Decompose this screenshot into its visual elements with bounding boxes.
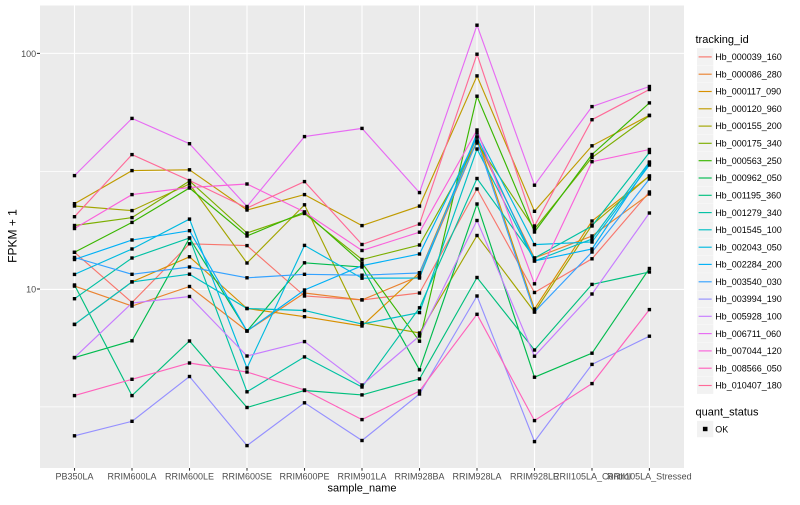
svg-text:RRII105LA_Stressed: RRII105LA_Stressed bbox=[607, 472, 692, 482]
svg-text:Hb_000117_090: Hb_000117_090 bbox=[715, 87, 781, 97]
svg-text:OK: OK bbox=[715, 425, 728, 435]
svg-text:Hb_001279_340: Hb_001279_340 bbox=[715, 208, 782, 218]
svg-text:Hb_010407_180: Hb_010407_180 bbox=[715, 381, 782, 391]
svg-text:RRIM600LA: RRIM600LA bbox=[107, 472, 156, 482]
svg-text:sample_name: sample_name bbox=[327, 483, 396, 495]
svg-text:Hb_002043_050: Hb_002043_050 bbox=[715, 242, 782, 252]
svg-text:Hb_000175_340: Hb_000175_340 bbox=[715, 139, 782, 149]
svg-text:Hb_008566_050: Hb_008566_050 bbox=[715, 363, 782, 373]
svg-text:Hb_001195_360: Hb_001195_360 bbox=[715, 191, 781, 201]
svg-text:10: 10 bbox=[26, 285, 36, 295]
svg-text:RRIM901LA: RRIM901LA bbox=[337, 472, 386, 482]
svg-text:FPKM + 1: FPKM + 1 bbox=[6, 209, 20, 263]
svg-text:Hb_000155_200: Hb_000155_200 bbox=[715, 121, 782, 131]
svg-text:RRIM600SE: RRIM600SE bbox=[222, 472, 272, 482]
svg-text:RRIM928LA: RRIM928LA bbox=[452, 472, 501, 482]
svg-text:Hb_000962_050: Hb_000962_050 bbox=[715, 173, 782, 183]
svg-text:quant_status: quant_status bbox=[696, 407, 759, 419]
svg-text:RRIM600LE: RRIM600LE bbox=[165, 472, 214, 482]
svg-text:Hb_006711_060: Hb_006711_060 bbox=[715, 329, 781, 339]
svg-text:RRIM928BA: RRIM928BA bbox=[394, 472, 444, 482]
svg-text:Hb_000039_160: Hb_000039_160 bbox=[715, 52, 782, 62]
svg-text:Hb_000086_280: Hb_000086_280 bbox=[715, 69, 782, 79]
svg-text:PB350LA: PB350LA bbox=[55, 472, 93, 482]
svg-text:Hb_000120_960: Hb_000120_960 bbox=[715, 104, 782, 114]
svg-text:Hb_000563_250: Hb_000563_250 bbox=[715, 156, 782, 166]
svg-text:tracking_id: tracking_id bbox=[696, 34, 749, 46]
svg-text:Hb_003994_190: Hb_003994_190 bbox=[715, 294, 782, 304]
svg-text:RRIM928LE: RRIM928LE bbox=[510, 472, 559, 482]
svg-text:Hb_001545_100: Hb_001545_100 bbox=[715, 225, 782, 235]
svg-text:RRIM600PE: RRIM600PE bbox=[279, 472, 329, 482]
svg-text:Hb_003540_030: Hb_003540_030 bbox=[715, 277, 782, 287]
svg-text:Hb_005928_100: Hb_005928_100 bbox=[715, 312, 782, 322]
svg-text:100: 100 bbox=[21, 49, 36, 59]
svg-text:Hb_002284_200: Hb_002284_200 bbox=[715, 260, 782, 270]
svg-text:RRII105LA_Control: RRII105LA_Control bbox=[553, 472, 631, 482]
svg-text:Hb_007044_120: Hb_007044_120 bbox=[715, 346, 782, 356]
